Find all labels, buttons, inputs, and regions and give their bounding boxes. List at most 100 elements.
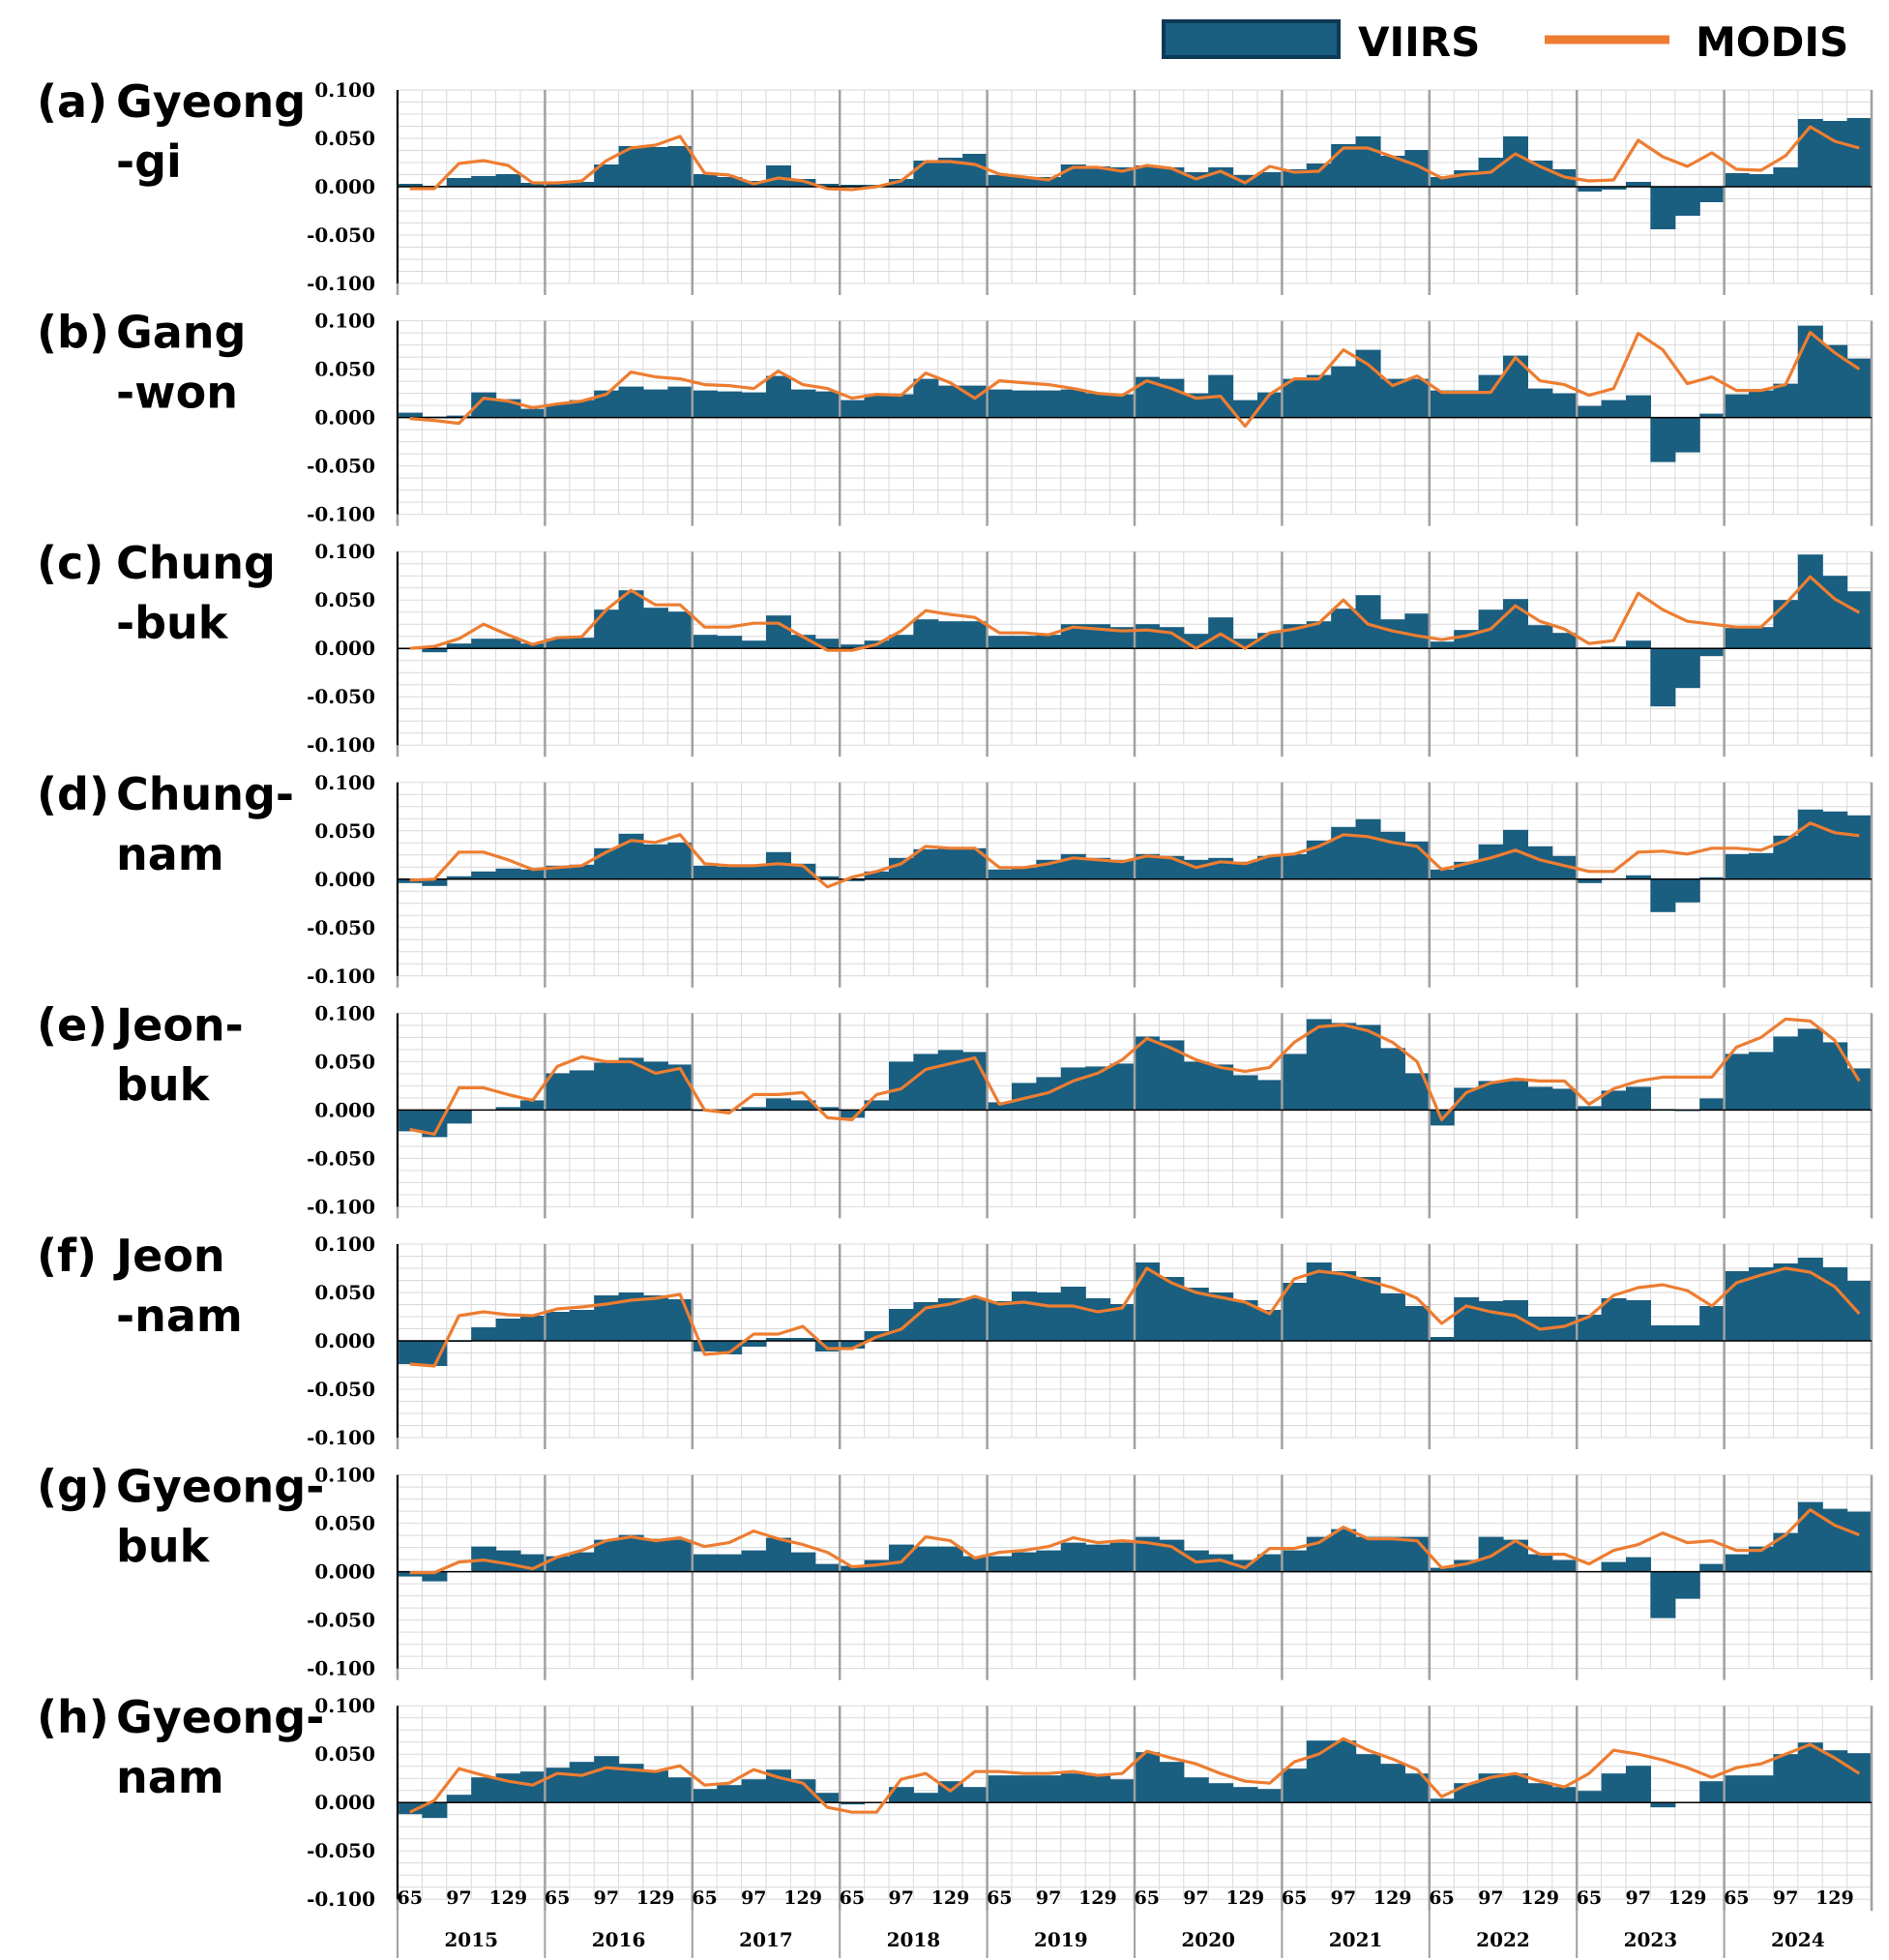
viirs-bar: [1404, 613, 1431, 649]
viirs-bar: [569, 1762, 595, 1803]
viirs-bar: [1355, 1754, 1381, 1803]
viirs-bar: [1159, 1762, 1185, 1803]
viirs-bar: [741, 865, 767, 879]
viirs-bar: [1135, 624, 1160, 649]
viirs-bar: [766, 1537, 791, 1572]
viirs-bar: [495, 638, 521, 649]
viirs-bar: [1773, 383, 1799, 418]
viirs-bar: [814, 876, 841, 879]
viirs-bar: [1650, 1325, 1676, 1341]
panel-label: (e): [37, 998, 107, 1051]
viirs-bar: [1429, 390, 1455, 418]
y-tick-label: -0.100: [307, 503, 375, 526]
y-tick-label: 0.100: [314, 771, 375, 794]
viirs-bar: [398, 184, 423, 187]
viirs-bar: [1257, 1554, 1283, 1572]
viirs-bar: [741, 640, 767, 649]
viirs-bar: [1429, 1337, 1455, 1341]
viirs-bar: [569, 400, 595, 418]
x-tick-label: 97: [741, 1887, 766, 1909]
viirs-bar: [667, 1539, 694, 1572]
viirs-bar: [717, 636, 743, 649]
panel-region-name-cont: buk: [116, 1058, 211, 1111]
viirs-bar: [667, 842, 694, 879]
viirs-bar: [1429, 1567, 1455, 1572]
y-tick-label: 0.050: [314, 588, 375, 611]
viirs-bar: [1183, 634, 1209, 649]
viirs-bar: [889, 1544, 914, 1572]
viirs-bar: [766, 615, 791, 649]
viirs-bar: [814, 1793, 841, 1803]
viirs-bar: [1527, 161, 1553, 187]
viirs-bar: [643, 147, 668, 187]
viirs-bar: [1749, 1775, 1774, 1803]
viirs-bar: [692, 1554, 718, 1572]
viirs-bar: [1331, 1271, 1357, 1341]
viirs-bar: [987, 869, 1013, 879]
y-tick-label: 0.050: [314, 1281, 375, 1304]
viirs-bar: [814, 638, 841, 649]
viirs-bar: [422, 878, 448, 886]
viirs-bar: [1577, 405, 1603, 418]
viirs-bar: [1773, 167, 1799, 187]
x-tick-label: 65: [1134, 1887, 1159, 1909]
viirs-bar: [889, 394, 914, 418]
viirs-bar: [1355, 818, 1381, 879]
x-tick-label: 97: [1625, 1887, 1650, 1909]
viirs-bar: [1306, 1262, 1332, 1341]
viirs-bar: [1257, 172, 1283, 187]
viirs-bar: [1257, 1080, 1283, 1111]
viirs-bar: [790, 1338, 816, 1341]
viirs-bar: [790, 1552, 816, 1572]
viirs-bar: [1797, 119, 1823, 187]
x-tick-label: 65: [1724, 1887, 1749, 1909]
viirs-bar: [471, 638, 497, 649]
viirs-bar: [1724, 173, 1750, 187]
y-tick-label: -0.100: [307, 1195, 375, 1218]
x-tick-label: 65: [1577, 1887, 1602, 1909]
panel-region-name-cont: -won: [116, 367, 238, 419]
viirs-bar: [643, 1295, 668, 1341]
viirs-bar: [1601, 1090, 1627, 1111]
viirs-bar: [569, 1070, 595, 1111]
viirs-bar: [1060, 1067, 1086, 1111]
panel-label: (b): [37, 307, 109, 359]
viirs-bar: [422, 1802, 448, 1819]
y-tick-label: 0.100: [314, 540, 375, 563]
viirs-bar: [840, 1565, 866, 1572]
panel-region-name-cont: nam: [116, 1751, 224, 1803]
viirs-bar: [1232, 861, 1258, 879]
panel-region-name: Chung: [116, 537, 276, 589]
panel-label: (h): [37, 1691, 109, 1743]
viirs-bar: [446, 415, 472, 418]
y-tick-label: 0.100: [314, 310, 375, 333]
viirs-bar: [1060, 389, 1086, 418]
viirs-bar: [1109, 859, 1136, 879]
panel-label: (d): [37, 768, 109, 820]
viirs-bar: [398, 1341, 423, 1364]
viirs-bar: [1306, 1019, 1332, 1111]
viirs-bar: [1699, 1563, 1726, 1572]
x-tick-label: 129: [1373, 1887, 1412, 1909]
viirs-bar: [569, 1310, 595, 1341]
viirs-bar: [1060, 1542, 1086, 1572]
viirs-bar: [717, 1785, 743, 1803]
viirs-bar: [545, 1312, 571, 1341]
viirs-bar: [790, 389, 816, 418]
viirs-bar: [520, 869, 546, 879]
y-tick-label: 0.050: [314, 358, 375, 381]
viirs-bar: [1724, 394, 1750, 418]
viirs-bar: [1724, 1054, 1750, 1111]
viirs-bar: [717, 391, 743, 418]
viirs-bar: [1626, 1557, 1651, 1572]
viirs-bar: [594, 1062, 620, 1111]
x-tick-label: 97: [1036, 1887, 1061, 1909]
viirs-bar: [913, 1546, 939, 1572]
viirs-bar: [1232, 1075, 1258, 1111]
panel-label: (c): [37, 537, 103, 589]
viirs-bar: [446, 1110, 472, 1124]
viirs-bar: [1109, 394, 1136, 418]
viirs-bar: [1650, 1802, 1676, 1808]
viirs-bar: [471, 871, 497, 879]
viirs-bar: [1060, 1773, 1086, 1803]
